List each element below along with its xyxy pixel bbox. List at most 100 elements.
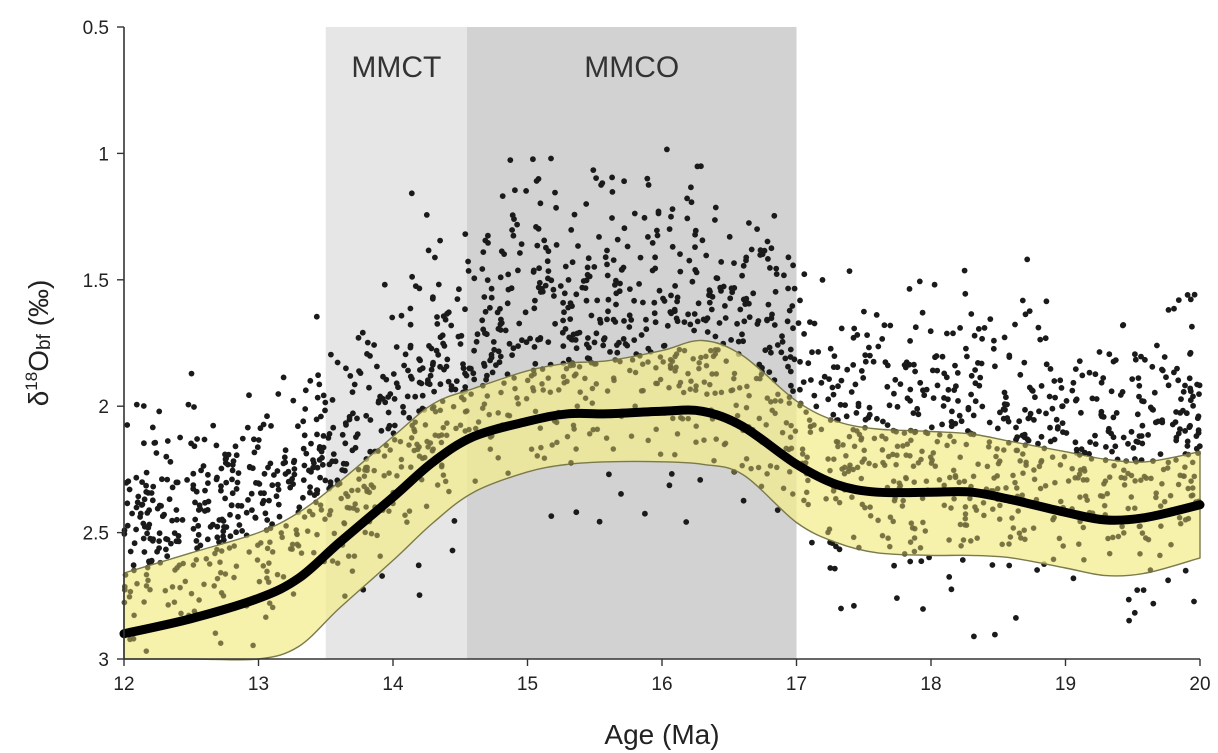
scatter-point-in-band bbox=[690, 356, 696, 362]
scatter-point bbox=[302, 406, 309, 412]
scatter-point-in-band bbox=[1023, 462, 1029, 468]
scatter-point-in-band bbox=[681, 389, 687, 396]
scatter-point bbox=[448, 322, 455, 329]
scatter-point-in-band bbox=[1080, 477, 1086, 483]
scatter-point bbox=[963, 345, 969, 352]
scatter-point-in-band bbox=[703, 353, 709, 359]
scatter-point-in-band bbox=[351, 553, 357, 559]
scatter-point bbox=[374, 363, 380, 370]
scatter-point bbox=[228, 502, 235, 509]
scatter-point bbox=[628, 317, 635, 323]
scatter-point bbox=[1072, 439, 1079, 446]
scatter-point-in-band bbox=[886, 453, 892, 460]
scatter-point bbox=[718, 288, 724, 294]
scatter-point bbox=[604, 247, 610, 254]
scatter-point bbox=[771, 322, 778, 328]
scatter-point bbox=[465, 258, 471, 265]
scatter-point-in-band bbox=[1121, 530, 1127, 536]
scatter-point bbox=[1057, 377, 1064, 384]
scatter-point bbox=[163, 536, 169, 542]
scatter-point bbox=[673, 315, 680, 322]
scatter-point bbox=[174, 516, 180, 523]
shaded-interval-mmco bbox=[466, 27, 797, 659]
scatter-point bbox=[971, 633, 977, 640]
scatter-point-in-band bbox=[833, 439, 840, 445]
scatter-point-in-band bbox=[997, 502, 1003, 508]
scatter-point-in-band bbox=[746, 393, 752, 399]
scatter-point-in-band bbox=[733, 402, 739, 408]
scatter-point bbox=[688, 199, 695, 206]
scatter-point-in-band bbox=[1013, 447, 1019, 453]
scatter-point-in-band bbox=[145, 577, 151, 584]
scatter-point bbox=[1187, 422, 1193, 429]
scatter-point bbox=[952, 420, 959, 427]
scatter-point bbox=[1182, 567, 1189, 574]
scatter-point-in-band bbox=[294, 531, 300, 538]
y-tick-label: 0.5 bbox=[83, 18, 109, 39]
scatter-point-in-band bbox=[266, 579, 272, 585]
scatter-point-in-band bbox=[807, 429, 814, 435]
scatter-point-in-band bbox=[911, 479, 917, 485]
scatter-point-in-band bbox=[1177, 515, 1183, 521]
scatter-point bbox=[531, 344, 538, 350]
y-axis-title-subscript: bf bbox=[34, 333, 55, 350]
scatter-point bbox=[915, 411, 922, 418]
scatter-point bbox=[275, 501, 282, 508]
scatter-point bbox=[166, 496, 173, 503]
scatter-point-in-band bbox=[711, 458, 717, 464]
scatter-point bbox=[1047, 366, 1054, 372]
scatter-point-in-band bbox=[311, 550, 317, 556]
scatter-point bbox=[317, 474, 323, 481]
scatter-point-in-band bbox=[653, 365, 659, 371]
x-tick-label: 13 bbox=[248, 674, 269, 695]
scatter-point bbox=[643, 326, 650, 333]
scatter-point bbox=[805, 360, 812, 367]
scatter-point-in-band bbox=[764, 471, 770, 477]
scatter-point bbox=[553, 204, 559, 211]
scatter-point-in-band bbox=[364, 488, 370, 494]
scatter-point bbox=[766, 344, 773, 351]
scatter-point bbox=[1078, 446, 1085, 453]
scatter-point bbox=[604, 261, 610, 268]
scatter-point bbox=[643, 316, 649, 323]
scatter-point bbox=[530, 267, 537, 274]
scatter-point bbox=[527, 335, 533, 342]
scatter-point bbox=[222, 456, 229, 463]
scatter-point-in-band bbox=[1102, 478, 1108, 484]
scatter-point bbox=[282, 471, 289, 477]
scatter-point-in-band bbox=[756, 464, 762, 471]
scatter-point bbox=[213, 442, 220, 449]
scatter-point-in-band bbox=[278, 530, 284, 536]
x-tick-label: 17 bbox=[786, 674, 807, 695]
scatter-point bbox=[754, 226, 760, 233]
scatter-point bbox=[560, 343, 567, 349]
scatter-point-in-band bbox=[439, 464, 445, 470]
scatter-point bbox=[1053, 416, 1060, 423]
scatter-point-in-band bbox=[1083, 493, 1089, 499]
scatter-point bbox=[190, 470, 197, 477]
scatter-point-in-band bbox=[986, 444, 992, 450]
scatter-point bbox=[437, 237, 443, 244]
scatter-point-in-band bbox=[1150, 458, 1156, 464]
scatter-point bbox=[706, 299, 713, 306]
scatter-point-in-band bbox=[908, 428, 914, 434]
scatter-point bbox=[295, 423, 301, 430]
scatter-point bbox=[330, 451, 337, 457]
scatter-point bbox=[582, 285, 589, 291]
scatter-point bbox=[1049, 405, 1056, 412]
scatter-point bbox=[879, 336, 886, 342]
scatter-point bbox=[1120, 434, 1127, 441]
scatter-point bbox=[1155, 418, 1161, 425]
scatter-point bbox=[912, 368, 918, 375]
scatter-point-in-band bbox=[712, 390, 718, 396]
scatter-point-in-band bbox=[1006, 541, 1012, 547]
scatter-point-in-band bbox=[1066, 478, 1072, 484]
scatter-point-in-band bbox=[226, 545, 233, 551]
scatter-point bbox=[1165, 307, 1172, 313]
scatter-point bbox=[740, 338, 746, 345]
scatter-point bbox=[606, 471, 612, 478]
scatter-point-in-band bbox=[788, 423, 794, 429]
scatter-point bbox=[757, 252, 764, 258]
scatter-point-in-band bbox=[994, 446, 1000, 452]
scatter-point bbox=[1003, 394, 1009, 401]
